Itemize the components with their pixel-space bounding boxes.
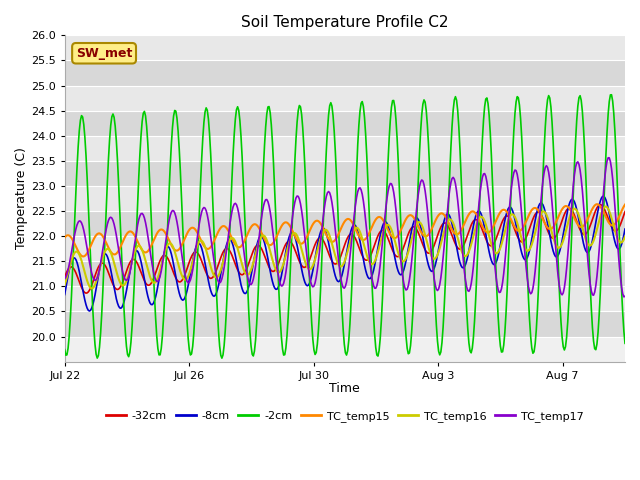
Bar	[65, 186, 625, 211]
Title: Soil Temperature Profile C2: Soil Temperature Profile C2	[241, 15, 449, 30]
Bar	[65, 261, 625, 287]
Bar	[65, 287, 625, 312]
Bar	[65, 236, 625, 261]
Bar	[65, 136, 625, 161]
Y-axis label: Temperature (C): Temperature (C)	[15, 147, 28, 250]
Bar	[65, 312, 625, 336]
Bar	[65, 60, 625, 85]
Bar	[65, 161, 625, 186]
Bar	[65, 211, 625, 236]
Bar	[65, 36, 625, 60]
X-axis label: Time: Time	[330, 382, 360, 395]
Bar	[65, 111, 625, 136]
Legend: -32cm, -8cm, -2cm, TC_temp15, TC_temp16, TC_temp17: -32cm, -8cm, -2cm, TC_temp15, TC_temp16,…	[102, 407, 588, 426]
Text: SW_met: SW_met	[76, 47, 132, 60]
Bar	[65, 85, 625, 111]
